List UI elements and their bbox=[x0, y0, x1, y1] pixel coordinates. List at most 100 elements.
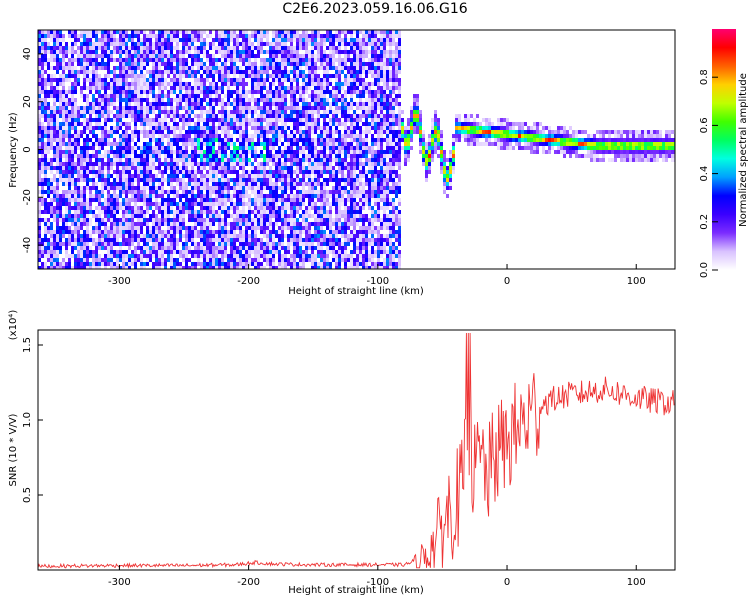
heatmap-cell bbox=[281, 174, 284, 178]
heatmap-cell bbox=[62, 130, 65, 134]
heatmap-cell bbox=[80, 162, 83, 166]
heatmap-cell bbox=[218, 258, 221, 262]
heatmap-cell bbox=[290, 218, 293, 222]
heatmap-cell bbox=[197, 178, 200, 182]
heatmap-cell bbox=[77, 170, 80, 174]
heatmap-cell bbox=[185, 110, 188, 114]
heatmap-cell bbox=[293, 138, 296, 142]
heatmap-cell bbox=[125, 182, 128, 186]
heatmap-cell bbox=[248, 70, 251, 74]
heatmap-cell bbox=[251, 234, 254, 238]
heatmap-cell bbox=[155, 258, 158, 262]
heatmap-cell bbox=[182, 30, 185, 34]
heatmap-cell bbox=[101, 210, 104, 214]
heatmap-cell bbox=[56, 154, 59, 158]
heatmap-cell bbox=[314, 170, 317, 174]
heatmap-cell bbox=[248, 162, 251, 166]
heatmap-cell bbox=[86, 166, 89, 170]
heatmap-cell bbox=[224, 230, 227, 234]
heatmap-cell bbox=[224, 182, 227, 186]
heatmap-cell bbox=[107, 70, 110, 74]
heatmap-cell bbox=[107, 54, 110, 58]
heatmap-cell bbox=[227, 46, 230, 50]
heatmap-cell bbox=[293, 186, 296, 190]
heatmap-cell bbox=[68, 130, 71, 134]
heatmap-cell bbox=[275, 130, 278, 134]
heatmap-cell bbox=[56, 54, 59, 58]
heatmap-cell bbox=[176, 46, 179, 50]
heatmap-cell bbox=[137, 54, 140, 58]
heatmap-cell bbox=[152, 130, 155, 134]
heatmap-cell bbox=[176, 250, 179, 254]
heatmap-cell bbox=[308, 154, 311, 158]
heatmap-cell bbox=[134, 198, 137, 202]
heatmap-cell bbox=[308, 114, 311, 118]
heatmap-cell bbox=[242, 82, 245, 86]
heatmap-cell bbox=[275, 134, 278, 138]
heatmap-cell bbox=[287, 234, 290, 238]
heatmap-cell bbox=[137, 130, 140, 134]
heatmap-cell bbox=[218, 70, 221, 74]
heatmap-cell bbox=[227, 138, 230, 142]
heatmap-cell bbox=[263, 194, 266, 198]
heatmap-cell bbox=[53, 46, 56, 50]
heatmap-cell bbox=[272, 110, 275, 114]
heatmap-cell bbox=[74, 206, 77, 210]
heatmap-cell bbox=[95, 242, 98, 246]
heatmap-cell bbox=[86, 170, 89, 174]
heatmap-cell bbox=[134, 142, 137, 146]
heatmap-cell bbox=[56, 246, 59, 250]
heatmap-cell bbox=[311, 194, 314, 198]
heatmap-cell bbox=[149, 110, 152, 114]
heatmap-cell bbox=[284, 74, 287, 78]
heatmap-cell bbox=[287, 30, 290, 34]
heatmap-cell bbox=[278, 42, 281, 46]
heatmap-cell bbox=[104, 82, 107, 86]
heatmap-cell bbox=[68, 114, 71, 118]
heatmap-cell bbox=[74, 190, 77, 194]
heatmap-cell bbox=[176, 102, 179, 106]
heatmap-cell bbox=[80, 190, 83, 194]
heatmap-cell bbox=[56, 178, 59, 182]
heatmap-cell bbox=[131, 210, 134, 214]
heatmap-cell bbox=[272, 130, 275, 134]
heatmap-cell bbox=[158, 98, 161, 102]
heatmap-cell bbox=[191, 186, 194, 190]
heatmap-cell bbox=[71, 82, 74, 86]
heatmap-cell bbox=[266, 230, 269, 234]
heatmap-cell bbox=[50, 82, 53, 86]
heatmap-cell bbox=[122, 106, 125, 110]
heatmap-cell bbox=[203, 118, 206, 122]
heatmap-cell bbox=[38, 242, 41, 246]
heatmap-cell bbox=[152, 34, 155, 38]
heatmap-cell bbox=[146, 186, 149, 190]
heatmap-cell bbox=[53, 50, 56, 54]
heatmap-cell bbox=[158, 218, 161, 222]
heatmap-cell bbox=[200, 178, 203, 182]
heatmap-cell bbox=[239, 202, 242, 206]
heatmap-cell bbox=[320, 210, 323, 214]
heatmap-cell bbox=[176, 266, 179, 269]
heatmap-cell bbox=[98, 198, 101, 202]
heatmap-cell bbox=[314, 38, 317, 42]
heatmap-cell bbox=[305, 34, 308, 38]
heatmap-cell bbox=[203, 50, 206, 54]
heatmap-cell bbox=[314, 82, 317, 86]
heatmap-cell bbox=[242, 218, 245, 222]
heatmap-cell bbox=[128, 182, 131, 186]
heatmap-cell bbox=[149, 138, 152, 142]
heatmap-cell bbox=[287, 114, 290, 118]
heatmap-cell bbox=[305, 242, 308, 246]
heatmap-cell bbox=[89, 38, 92, 42]
heatmap-cell bbox=[209, 150, 212, 154]
heatmap-cell bbox=[95, 162, 98, 166]
heatmap-cell bbox=[191, 190, 194, 194]
heatmap-cell bbox=[275, 50, 278, 54]
heatmap-cell bbox=[263, 142, 266, 146]
heatmap-cell bbox=[53, 110, 56, 114]
heatmap-cell bbox=[194, 78, 197, 82]
heatmap-cell bbox=[245, 46, 248, 50]
heatmap-cell bbox=[245, 226, 248, 230]
heatmap-cell bbox=[311, 246, 314, 250]
heatmap-cell bbox=[47, 74, 50, 78]
